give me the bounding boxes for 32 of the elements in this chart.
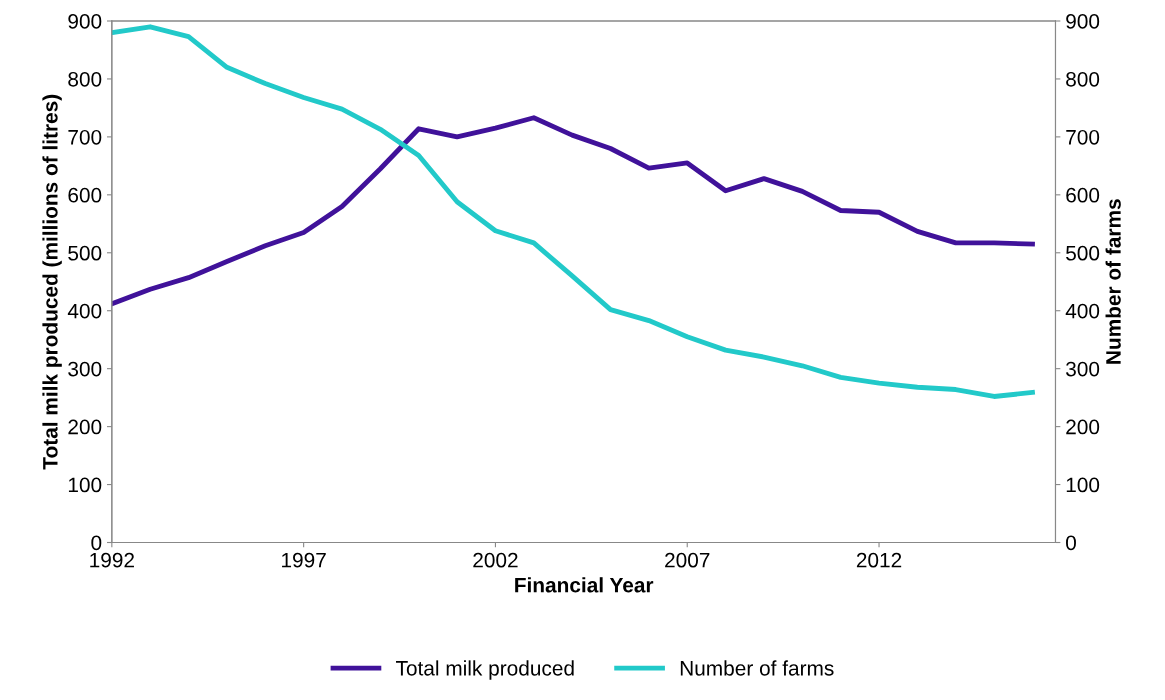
line-series	[111, 24, 1035, 399]
y2-tick-label: 600	[1066, 187, 1100, 203]
y-tick-label: 0	[91, 535, 102, 551]
y2-tick-label: 100	[1066, 477, 1100, 493]
y2-tick-label: 500	[1066, 245, 1100, 261]
legend-label: Total milk produced	[396, 660, 574, 680]
y-tick-label: 400	[67, 303, 102, 319]
y2-tick-label: 0	[1066, 535, 1076, 551]
y2-tick-label: 800	[1066, 71, 1100, 87]
line-series	[111, 115, 1035, 307]
x-tick-label: 1992	[90, 552, 134, 568]
y2-tick-label: 200	[1066, 419, 1100, 435]
y-tick-label: 700	[68, 129, 102, 145]
y2-tick-label: 900	[1066, 14, 1100, 29]
y2-tick-label: 700	[1066, 129, 1100, 145]
x-axis-title: Financial Year	[515, 577, 654, 593]
x-tick-label: 1997	[282, 552, 326, 568]
y-tick-label: 900	[68, 14, 102, 29]
y-tick-label: 300	[68, 361, 102, 377]
y2-tick-label: 300	[1066, 361, 1100, 377]
y-tick-label: 100	[68, 477, 102, 493]
y2-tick-label: 400	[1065, 303, 1100, 319]
x-tick-label: 2007	[665, 552, 710, 568]
y-tick-label: 500	[68, 245, 102, 261]
y-tick-label: 800	[68, 71, 102, 87]
y2-axis-title: Number of farms	[1105, 199, 1121, 364]
y-axis-title: Total milk produced (millions of litres)	[42, 94, 62, 470]
y-tick-label: 200	[68, 419, 102, 435]
y-tick-label: 600	[68, 187, 102, 203]
x-tick-label: 2012	[856, 552, 902, 568]
legend-label: Number of farms	[680, 660, 834, 676]
x-tick-label: 2002	[473, 552, 518, 568]
